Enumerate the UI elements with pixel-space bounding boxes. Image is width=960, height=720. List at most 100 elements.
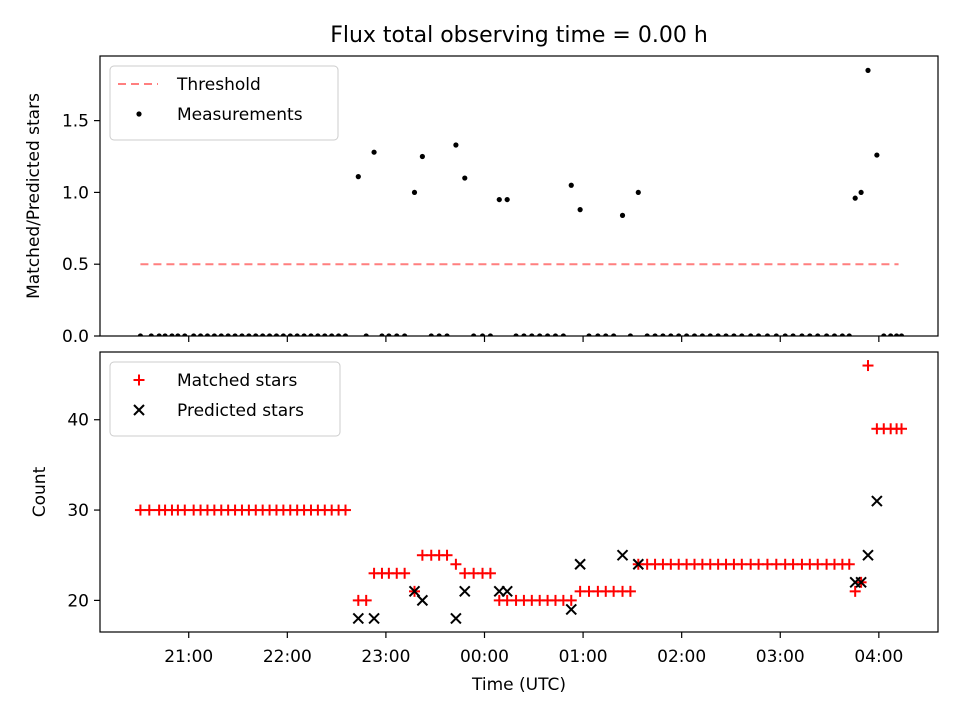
ratio-legend: Threshold Measurements: [109, 65, 339, 141]
x-tick-label: 21:00: [164, 647, 213, 667]
measurements-point-2-shape: [156, 333, 162, 336]
matched-stars-point-91: [849, 585, 861, 597]
measurements-point-81: [773, 333, 779, 336]
measurements-point-73-shape: [707, 333, 713, 336]
measurements-point-43-shape: [462, 175, 468, 181]
measurements-point-52-shape: [537, 333, 543, 336]
legend-entry-measurements: Measurements: [136, 105, 303, 125]
measurements-point-44-shape: [471, 333, 477, 336]
measurements-point-48: [504, 196, 510, 203]
measurements-point-7: [191, 333, 197, 336]
measurements-point-4: [169, 333, 175, 336]
measurements-point-21: [287, 333, 293, 336]
measurements-point-70: [684, 333, 690, 336]
measurements-point-28: [335, 333, 342, 336]
measurements-point-1: [148, 333, 154, 336]
measurements-point-57-shape: [577, 207, 583, 213]
measurements-point-68-shape: [668, 333, 674, 336]
measurements-point-52: [537, 333, 543, 336]
measurements-point-89-shape: [839, 333, 845, 336]
measurements-point-79: [755, 333, 762, 336]
measurements-point-27: [329, 333, 335, 336]
measurements-point-75: [723, 333, 729, 336]
predicted-stars-point-13-b: [855, 576, 867, 589]
measurements-point-76-shape: [731, 333, 737, 336]
measurements-point-92: [858, 189, 864, 196]
predicted-stars-point-9-b: [574, 558, 586, 570]
measurements-point-61-shape: [611, 333, 617, 336]
predicted-stars-point-2: [408, 585, 421, 598]
predicted-stars-point-7: [501, 585, 513, 598]
measurements-point-37-shape: [411, 189, 418, 196]
measurements-point-72-shape: [699, 333, 705, 336]
predicted-stars-point-5-b: [459, 585, 471, 598]
y-tick-label: 1.5: [62, 112, 89, 132]
measurements-point-18-shape: [266, 333, 273, 336]
predicted-stars-point-7-b: [501, 585, 513, 598]
measurements-point-15: [246, 333, 252, 336]
measurements-point-78-shape: [748, 333, 754, 336]
measurements-point-58-shape: [586, 333, 592, 336]
y-tick-label: 0.0: [62, 327, 89, 347]
predicted-stars-point-11-b: [632, 558, 644, 570]
measurements-point-71-shape: [691, 333, 698, 336]
measurements-point-88-shape: [831, 333, 838, 336]
measurements-point-50-shape: [521, 333, 527, 336]
measurements-point-30: [355, 174, 361, 180]
measurements-point-8-shape: [197, 333, 204, 336]
matched-stars-point-42: [450, 558, 462, 570]
measurements-point-53: [544, 333, 551, 336]
measurements-point-3: [162, 333, 168, 336]
measurements-point-63-shape: [627, 333, 634, 336]
measurements-point-73: [707, 333, 713, 336]
predicted-stars-point-0: [352, 612, 365, 625]
measurements-point-83: [790, 333, 796, 336]
measurements-point-19: [273, 333, 280, 336]
y-tick-label: 1.0: [62, 183, 89, 203]
measurements-point-7-shape: [191, 333, 197, 336]
measurements-point-28-shape: [335, 333, 342, 336]
measurements-point-60-shape: [603, 333, 609, 336]
measurements-point-5: [175, 333, 181, 336]
measurements-point-39-shape: [428, 333, 434, 336]
measurements-point-78: [748, 333, 754, 336]
chart-title: Flux total observing time = 0.00 h: [330, 23, 708, 48]
measurements-point-84: [799, 333, 805, 336]
measurements-point-94-shape: [874, 152, 880, 158]
x-tick-label: 03:00: [756, 647, 805, 667]
legend-label: Predicted stars: [177, 401, 304, 421]
measurements-point-26-shape: [322, 333, 328, 336]
measurements-point-43: [462, 175, 468, 181]
plot-marks: [134, 360, 908, 625]
measurements-point-29-shape: [342, 333, 349, 336]
predicted-stars-point-1: [368, 612, 380, 625]
legend-label: Threshold: [176, 75, 261, 95]
measurements-point-34: [386, 333, 392, 336]
measurements-point-86-shape: [815, 333, 821, 336]
measurements-point-3-shape: [162, 333, 168, 336]
measurements-point-14-shape: [239, 333, 245, 336]
measurements-point-85-shape: [807, 333, 813, 336]
measurements-point-56: [568, 182, 574, 188]
measurements-point-47-shape: [496, 196, 502, 203]
count-axes: 20 30 40 21:00 22:00 23:00 00:00 01:00 02:00 03:…: [30, 351, 939, 695]
predicted-stars-point-10-b: [616, 549, 629, 561]
measurements-point-23: [301, 333, 307, 336]
measurements-point-22-shape: [294, 333, 300, 336]
measurements-point-20: [280, 333, 286, 336]
measurements-point-80-shape: [764, 333, 771, 336]
measurements-point-40: [436, 333, 442, 336]
predicted-stars-point-11: [632, 558, 644, 570]
matched-stars-point-41: [441, 549, 453, 561]
count-plot-area: [134, 360, 908, 625]
predicted-stars-point-4: [450, 612, 462, 625]
legend-swatch: [133, 374, 145, 386]
x-tick-label: 04:00: [854, 647, 903, 667]
measurements-point-98-shape: [898, 333, 905, 336]
measurements-point-54-shape: [552, 333, 559, 336]
legend-swatch-b: [133, 404, 145, 416]
measurements-point-74-shape: [715, 333, 721, 336]
ratio-axes-frame: [99, 55, 939, 337]
measurements-point-51-shape: [529, 333, 535, 336]
